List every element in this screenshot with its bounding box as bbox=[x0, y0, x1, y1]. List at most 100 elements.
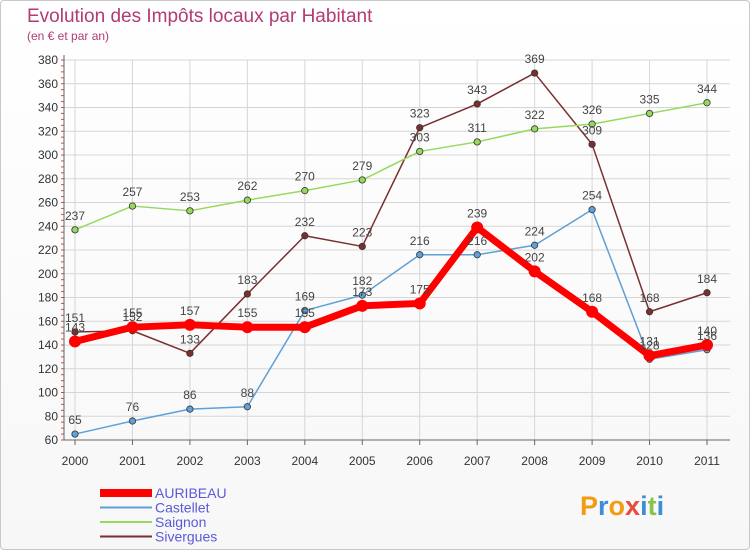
proxiti-logo: Proxiti bbox=[580, 491, 664, 521]
data-label-auribeau: 131 bbox=[640, 335, 660, 349]
y-tick-label: 60 bbox=[45, 433, 59, 447]
point-castellet bbox=[588, 206, 596, 214]
point-saignon bbox=[473, 138, 481, 146]
point-sivergues bbox=[301, 232, 309, 240]
point-auribeau bbox=[69, 335, 81, 348]
data-label-sivergues: 223 bbox=[352, 225, 372, 239]
logo-letter: P bbox=[580, 491, 598, 521]
point-sivergues bbox=[243, 290, 251, 298]
y-tick-label: 220 bbox=[38, 243, 58, 257]
legend-label-castellet: Castellet bbox=[155, 500, 210, 516]
y-tick-label: 160 bbox=[38, 314, 58, 328]
point-auribeau bbox=[298, 321, 311, 334]
point-saignon bbox=[416, 147, 424, 156]
data-label-auribeau: 155 bbox=[122, 306, 142, 320]
point-sivergues bbox=[645, 308, 654, 316]
x-tick-label: 2005 bbox=[349, 454, 376, 468]
point-castellet bbox=[128, 417, 137, 425]
point-auribeau bbox=[528, 265, 541, 278]
x-tick-label: 2007 bbox=[464, 454, 491, 468]
x-tick-label: 2008 bbox=[521, 454, 548, 468]
data-label-castellet: 128 bbox=[640, 338, 660, 352]
data-label-auribeau: 155 bbox=[237, 306, 257, 320]
point-sivergues bbox=[186, 349, 194, 357]
logo-letter: r bbox=[598, 491, 609, 521]
y-tick-label: 280 bbox=[38, 172, 58, 186]
data-label-castellet: 76 bbox=[126, 400, 140, 414]
data-label-sivergues: 151 bbox=[65, 311, 85, 325]
point-saignon bbox=[358, 176, 366, 184]
data-label-sivergues: 369 bbox=[525, 52, 545, 66]
x-tick-label: 2000 bbox=[62, 454, 89, 468]
data-label-sivergues: 152 bbox=[122, 310, 142, 324]
data-label-auribeau: 155 bbox=[295, 306, 315, 320]
data-label-saignon: 344 bbox=[697, 82, 717, 96]
point-saignon bbox=[531, 125, 539, 133]
point-sivergues bbox=[358, 242, 366, 251]
y-tick-label: 120 bbox=[38, 362, 58, 376]
axes: 60 80 100 120 140 160 180 200 220 240 260 280 300 320… bbox=[38, 53, 730, 468]
point-castellet bbox=[358, 291, 366, 299]
point-saignon bbox=[243, 196, 251, 204]
point-sivergues bbox=[588, 140, 596, 148]
point-auribeau bbox=[183, 318, 196, 331]
x-tick-label: 2006 bbox=[406, 454, 433, 468]
y-tick-label: 260 bbox=[38, 196, 58, 210]
point-castellet bbox=[531, 241, 539, 249]
data-label-auribeau: 173 bbox=[352, 285, 372, 299]
point-sivergues bbox=[416, 124, 424, 132]
logo-letter: i bbox=[640, 491, 648, 521]
point-saignon bbox=[71, 226, 79, 234]
point-castellet bbox=[71, 430, 79, 438]
data-label-sivergues: 184 bbox=[697, 272, 717, 286]
logo-letter: x bbox=[625, 491, 640, 521]
x-tick-label: 2001 bbox=[119, 454, 146, 468]
y-tick-label: 240 bbox=[38, 219, 58, 233]
data-label-castellet: 169 bbox=[295, 290, 315, 304]
data-label-castellet: 182 bbox=[352, 274, 372, 288]
point-auribeau bbox=[241, 321, 254, 334]
data-label-saignon: 237 bbox=[65, 209, 85, 223]
data-label-castellet: 136 bbox=[697, 329, 717, 343]
point-saignon bbox=[645, 109, 654, 118]
data-label-sivergues: 168 bbox=[640, 291, 660, 305]
legend-label-auribeau: AURIBEAU bbox=[155, 485, 227, 501]
point-sivergues bbox=[473, 100, 481, 108]
data-label-castellet: 65 bbox=[68, 413, 82, 427]
point-castellet bbox=[416, 251, 424, 259]
data-label-auribeau: 143 bbox=[65, 320, 85, 334]
y-tick-label: 80 bbox=[45, 409, 59, 423]
point-auribeau bbox=[643, 349, 656, 362]
x-tick-label: 2010 bbox=[636, 454, 663, 468]
data-label-saignon: 303 bbox=[410, 130, 430, 144]
data-label-auribeau: 157 bbox=[180, 304, 200, 318]
point-saignon bbox=[588, 120, 596, 128]
x-tick-label: 2004 bbox=[291, 454, 318, 468]
x-tick-label: 2002 bbox=[177, 454, 204, 468]
data-label-auribeau: 239 bbox=[467, 206, 487, 220]
point-saignon bbox=[128, 202, 137, 210]
series-line-castellet bbox=[74, 208, 708, 435]
data-label-saignon: 279 bbox=[352, 159, 372, 173]
data-label-saignon: 311 bbox=[468, 121, 487, 135]
x-tick-label: 2011 bbox=[694, 454, 720, 468]
x-tick-label: 2003 bbox=[234, 454, 261, 468]
data-label-saignon: 253 bbox=[180, 190, 200, 204]
point-castellet bbox=[301, 306, 309, 315]
data-label-saignon: 335 bbox=[640, 92, 660, 106]
point-saignon bbox=[301, 187, 309, 195]
point-auribeau bbox=[701, 339, 713, 351]
series-group bbox=[69, 69, 713, 438]
data-label-auribeau: 175 bbox=[410, 282, 430, 296]
y-tick-label: 320 bbox=[38, 124, 58, 138]
data-label-sivergues: 183 bbox=[237, 273, 257, 287]
y-tick-label: 300 bbox=[38, 148, 58, 162]
data-label-castellet: 216 bbox=[467, 234, 487, 248]
data-label-castellet: 224 bbox=[525, 224, 545, 238]
series-line-auribeau bbox=[71, 223, 711, 360]
logo-letter: i bbox=[657, 491, 665, 521]
data-label-auribeau: 202 bbox=[525, 250, 545, 264]
